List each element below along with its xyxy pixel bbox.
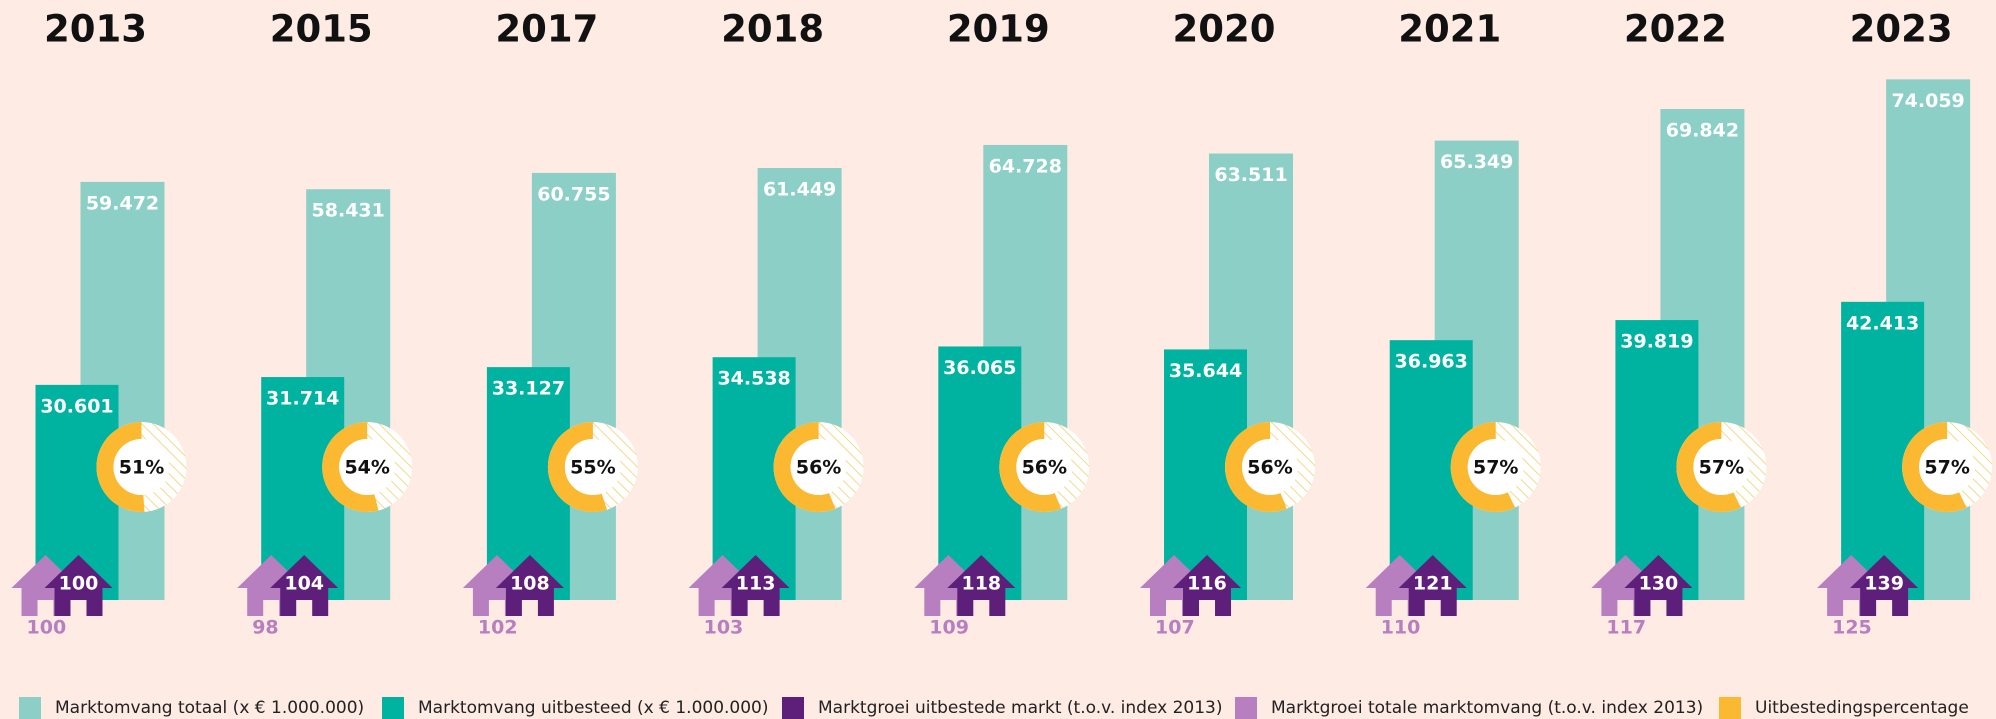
legend-swatch <box>382 697 404 719</box>
percent-label: 51% <box>119 457 164 479</box>
legend-label: Marktomvang uitbesteed (x € 1.000.000) <box>418 698 769 718</box>
donut-hole <box>1242 439 1299 495</box>
house-outsourced <box>721 555 790 616</box>
index-total: 98 <box>252 617 278 639</box>
legend-swatch <box>782 697 804 719</box>
donut-arc <box>96 422 187 512</box>
index-total: 103 <box>704 617 744 639</box>
donut-hole <box>113 439 170 495</box>
value-label: 33.127 <box>492 378 565 400</box>
index-outsourced: 121 <box>1413 573 1453 595</box>
legend-label: Uitbestedingspercentage <box>1755 698 1969 718</box>
legend-label: Marktomvang totaal (x € 1.000.000) <box>55 698 364 718</box>
donut-hole <box>1919 439 1976 495</box>
index-outsourced: 100 <box>59 573 99 595</box>
donut-hole <box>1693 439 1750 495</box>
value-label: 59.472 <box>86 192 159 214</box>
year-label: 2018 <box>721 8 824 51</box>
index-outsourced: 116 <box>1187 573 1227 595</box>
value-label: 31.714 <box>266 388 339 410</box>
index-total: 110 <box>1381 617 1421 639</box>
year-label: 2023 <box>1850 8 1953 51</box>
value-label: 36.065 <box>943 357 1016 379</box>
index-outsourced: 139 <box>1864 573 1904 595</box>
donut-hole <box>1467 439 1524 495</box>
index-outsourced: 108 <box>510 573 550 595</box>
house-outsourced <box>495 555 564 616</box>
house-outsourced <box>44 555 113 616</box>
percent-label: 57% <box>1699 457 1744 479</box>
donut-arc <box>1225 422 1316 512</box>
value-label: 64.728 <box>989 155 1062 177</box>
donut-hole <box>790 439 847 495</box>
percent-label: 56% <box>1022 457 1067 479</box>
year-label: 2020 <box>1173 8 1276 51</box>
value-label: 35.644 <box>1169 360 1242 382</box>
index-total: 102 <box>478 617 518 639</box>
value-label: 69.842 <box>1666 120 1739 142</box>
index-outsourced: 130 <box>1639 573 1679 595</box>
value-label: 34.538 <box>717 368 790 390</box>
value-label: 36.963 <box>1395 351 1468 373</box>
index-total: 100 <box>27 617 67 639</box>
year-label: 2015 <box>270 8 373 51</box>
donut-hole <box>1016 439 1073 495</box>
value-label: 61.449 <box>763 179 836 201</box>
legend-swatch <box>1235 697 1257 719</box>
year-label: 2017 <box>495 8 598 51</box>
value-label: 42.413 <box>1846 312 1919 334</box>
year-label: 2021 <box>1398 8 1501 51</box>
donut-hole <box>339 439 396 495</box>
legend-swatch <box>19 697 41 719</box>
index-outsourced: 113 <box>736 573 776 595</box>
value-label: 63.511 <box>1214 164 1287 186</box>
house-outsourced <box>1850 555 1919 616</box>
donut-hole <box>564 439 621 495</box>
percent-label: 56% <box>1247 457 1292 479</box>
index-total: 107 <box>1155 617 1195 639</box>
house-outsourced <box>1173 555 1242 616</box>
donut-arc <box>1902 422 1993 512</box>
index-total: 117 <box>1606 617 1646 639</box>
value-label: 58.431 <box>312 200 385 222</box>
percent-label: 54% <box>344 457 389 479</box>
value-label: 60.755 <box>537 183 610 205</box>
donut-arc <box>322 422 413 512</box>
legend-label: Marktgroei totale marktomvang (t.o.v. in… <box>1271 698 1703 718</box>
value-label: 30.601 <box>40 395 113 417</box>
donut-arc <box>999 422 1090 512</box>
donut-arc <box>1676 422 1767 512</box>
index-total: 109 <box>929 617 969 639</box>
house-outsourced <box>947 555 1016 616</box>
percent-label: 56% <box>796 457 841 479</box>
house-outsourced <box>270 555 339 616</box>
donut-arc <box>773 422 864 512</box>
percent-label: 57% <box>1473 457 1518 479</box>
legend-label: Marktgroei uitbestede markt (t.o.v. inde… <box>818 698 1222 718</box>
donut-arc <box>1450 422 1541 512</box>
house-outsourced <box>1398 555 1467 616</box>
percent-label: 55% <box>570 457 615 479</box>
value-label: 65.349 <box>1440 151 1513 173</box>
value-label: 39.819 <box>1620 331 1693 353</box>
value-label: 74.059 <box>1891 90 1964 112</box>
legend-swatch <box>1719 697 1741 719</box>
year-label: 2022 <box>1624 8 1727 51</box>
index-total: 125 <box>1832 617 1872 639</box>
year-label: 2013 <box>44 8 147 51</box>
house-outsourced <box>1624 555 1693 616</box>
donut-arc <box>547 422 638 512</box>
percent-label: 57% <box>1924 457 1969 479</box>
year-label: 2019 <box>947 8 1050 51</box>
index-outsourced: 104 <box>284 573 324 595</box>
index-outsourced: 118 <box>961 573 1001 595</box>
